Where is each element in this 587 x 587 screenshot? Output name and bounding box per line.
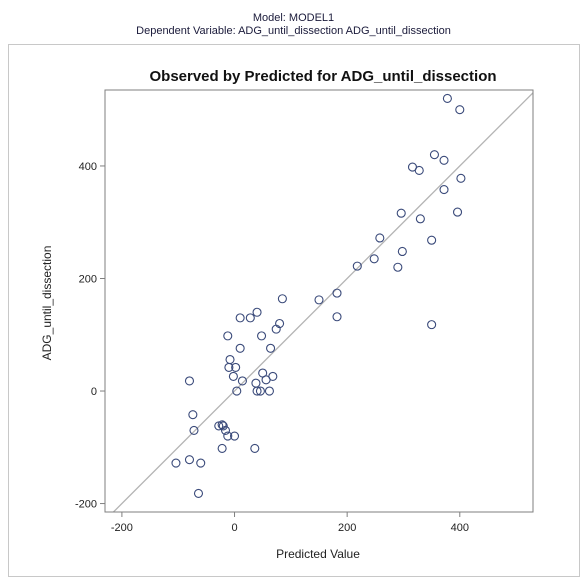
data-point bbox=[223, 431, 233, 441]
data-point bbox=[456, 173, 466, 183]
plot-frame bbox=[104, 89, 534, 513]
data-point bbox=[439, 185, 449, 195]
y-tick-label: -200 bbox=[75, 499, 97, 511]
data-point bbox=[397, 246, 407, 257]
data-point bbox=[184, 376, 195, 386]
y-tick-label: 400 bbox=[79, 161, 97, 173]
data-point bbox=[229, 431, 240, 441]
data-point bbox=[271, 324, 281, 334]
data-point bbox=[171, 458, 181, 468]
data-point bbox=[442, 93, 452, 103]
data-point bbox=[439, 155, 449, 165]
data-point bbox=[188, 410, 198, 420]
data-point bbox=[235, 343, 245, 353]
x-tick-label: 200 bbox=[338, 522, 356, 534]
reference-line bbox=[112, 92, 534, 513]
model-caption: Model: MODEL1 bbox=[252, 12, 335, 24]
y-tick-label: 200 bbox=[79, 273, 97, 285]
data-point bbox=[414, 165, 424, 176]
data-point bbox=[252, 386, 262, 396]
data-point bbox=[257, 331, 267, 341]
data-point bbox=[232, 386, 242, 396]
data-point bbox=[452, 207, 463, 217]
data-point bbox=[332, 312, 342, 322]
data-point bbox=[218, 421, 228, 431]
x-tick-label: 400 bbox=[451, 522, 469, 534]
data-point bbox=[427, 235, 437, 245]
data-point bbox=[375, 233, 385, 243]
data-point bbox=[429, 150, 439, 160]
data-point bbox=[223, 331, 233, 341]
data-point bbox=[352, 261, 362, 271]
data-point bbox=[225, 354, 235, 365]
data-point bbox=[455, 105, 465, 115]
data-point bbox=[255, 386, 265, 396]
figure-border bbox=[8, 44, 580, 577]
data-point bbox=[427, 320, 437, 330]
x-tick-label: -200 bbox=[111, 522, 133, 534]
data-point bbox=[237, 376, 247, 386]
data-point bbox=[228, 371, 238, 381]
data-point bbox=[261, 375, 271, 385]
data-point bbox=[277, 294, 287, 304]
data-point bbox=[369, 254, 379, 264]
data-point bbox=[245, 313, 255, 323]
data-point bbox=[217, 443, 227, 453]
data-point bbox=[393, 262, 403, 272]
data-point bbox=[251, 378, 261, 388]
dependent-variable-caption: Dependent Variable: ADG_until_dissection… bbox=[136, 25, 451, 37]
data-point bbox=[184, 455, 195, 465]
chart-title: Observed by Predicted for ADG_until_diss… bbox=[149, 68, 496, 85]
data-point bbox=[196, 458, 206, 468]
y-axis-label: ADG_until_dissection bbox=[40, 246, 54, 361]
data-point bbox=[332, 288, 342, 298]
x-tick-label: 0 bbox=[231, 522, 237, 534]
data-point bbox=[415, 214, 425, 224]
data-point bbox=[189, 425, 199, 435]
data-point bbox=[266, 343, 276, 353]
data-point bbox=[193, 488, 204, 498]
data-point bbox=[314, 295, 324, 305]
x-axis-label: Predicted Value bbox=[276, 547, 360, 561]
data-point bbox=[250, 443, 260, 453]
data-point bbox=[220, 425, 231, 435]
data-point bbox=[396, 208, 406, 218]
data-point bbox=[231, 362, 241, 372]
plot-area: -200 0 200 400 -200 0 200 400 bbox=[75, 89, 534, 534]
y-tick-label: 0 bbox=[91, 386, 97, 398]
data-point bbox=[224, 362, 234, 372]
data-point bbox=[235, 313, 245, 323]
data-point bbox=[264, 386, 274, 396]
data-point bbox=[252, 307, 262, 317]
